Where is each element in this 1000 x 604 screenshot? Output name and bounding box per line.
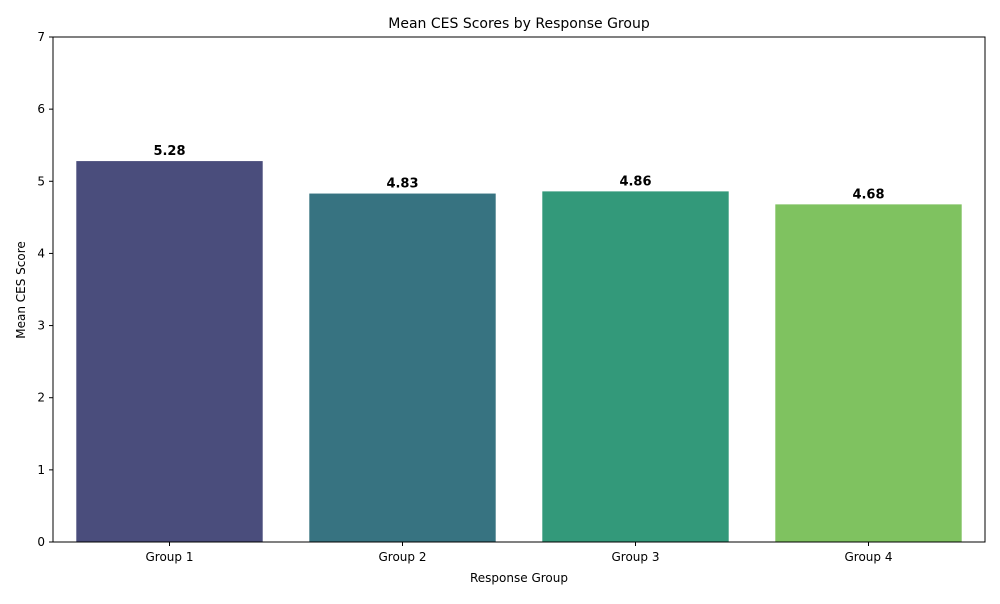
bar-group-1 — [76, 161, 263, 543]
bar-group-3 — [542, 191, 729, 542]
y-axis: 0 1 2 3 4 5 6 7 — [37, 30, 53, 549]
y-tick-label: 5 — [37, 174, 45, 188]
y-tick-label: 6 — [37, 102, 45, 116]
bar-value-label: 4.68 — [852, 187, 884, 202]
bar-group-4 — [775, 204, 962, 542]
value-labels-layer: 5.28 4.83 4.86 4.68 — [153, 144, 884, 202]
bar-group-2 — [309, 193, 496, 543]
x-axis-label: Response Group — [470, 571, 568, 585]
bar-value-label: 4.86 — [619, 174, 651, 189]
x-tick-label: Group 3 — [612, 550, 660, 564]
y-tick-label: 0 — [37, 535, 45, 549]
y-tick-label: 3 — [37, 319, 45, 333]
x-tick-label: Group 4 — [845, 550, 893, 564]
y-tick-label: 7 — [37, 30, 45, 44]
bar-value-label: 4.83 — [386, 177, 418, 192]
x-tick-label: Group 1 — [146, 550, 194, 564]
bars-layer — [76, 161, 962, 543]
x-axis: Group 1 Group 2 Group 3 Group 4 — [146, 542, 893, 564]
bar-value-label: 5.28 — [153, 144, 185, 159]
chart-title: Mean CES Scores by Response Group — [388, 16, 650, 32]
x-tick-label: Group 2 — [379, 550, 427, 564]
plot-frame — [52, 36, 986, 543]
y-axis-label: Mean CES Score — [14, 241, 28, 339]
y-tick-label: 2 — [37, 391, 45, 405]
y-tick-label: 1 — [37, 463, 45, 477]
y-tick-label: 4 — [37, 246, 45, 260]
